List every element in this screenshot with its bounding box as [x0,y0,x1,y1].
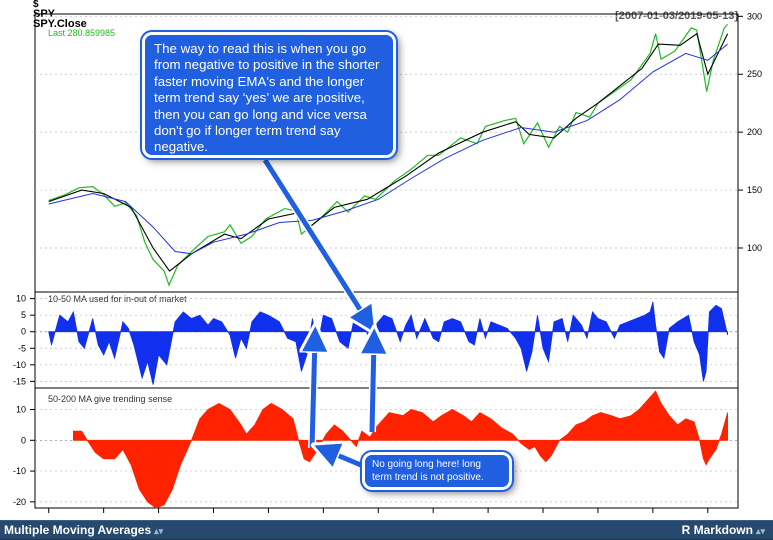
y-tick-label: 250 [747,69,762,79]
y-tick-label: -10 [13,466,26,476]
oscillator-area [73,390,728,509]
oscillator-50-200-label: 50-200 MA give trending sense [48,394,172,404]
series-line [48,32,729,272]
y-tick-label: -20 [13,497,26,507]
doc-type-selector[interactable]: R Markdown ▴▾ [682,521,765,540]
arrow-no-long [325,450,369,471]
status-bar: Multiple Moving Averages ▴▾ R Markdown ▴▾ [0,520,773,539]
arrow-to-entry-signal-core [262,158,368,322]
series-name: SPY.Close [33,18,87,30]
annotation-callout-no-long: No going long here! long term trend is n… [362,452,512,490]
chunk-selector[interactable]: Multiple Moving Averages ▴▾ [4,521,163,540]
y-tick-label: 300 [747,11,762,21]
y-tick-label: 0 [21,327,26,337]
vertical-arrow-right [372,340,374,433]
ticker-symbol: $ [33,0,39,10]
y-tick-label: -15 [13,376,26,386]
oscillator-10-50-panel: 10-50 MA used for in-out of market -15 -1… [13,291,739,389]
panel-frame [34,387,739,509]
y-tick-label: -10 [13,360,26,370]
y-tick-label: -5 [18,343,26,353]
y-tick-label: 10 [16,294,26,304]
y-tick-label: 150 [747,185,762,195]
y-tick-label: 200 [747,127,762,137]
x-axis [48,508,709,513]
y-tick-label: 0 [21,435,26,445]
vertical-arrow-left [312,338,315,449]
y-tick-label: 10 [16,405,26,415]
doc-type-label: R Markdown [681,523,753,537]
chunk-label: Multiple Moving Averages [4,523,152,537]
y-tick-label: 5 [21,310,26,320]
series-line [48,43,728,255]
series-line [48,23,729,287]
oscillator-area [48,301,728,385]
chevron-updown-icon: ▴▾ [755,526,765,536]
last-value-label: Last 280.859985 [48,28,115,38]
chevron-updown-icon: ▴▾ [154,526,164,536]
annotation-callout-main: The way to read this is when you go from… [142,32,396,158]
y-tick-label: 100 [747,243,762,253]
annotation-arrows [261,157,374,472]
oscillator-10-50-label: 10-50 MA used for in-out of market [48,294,187,304]
